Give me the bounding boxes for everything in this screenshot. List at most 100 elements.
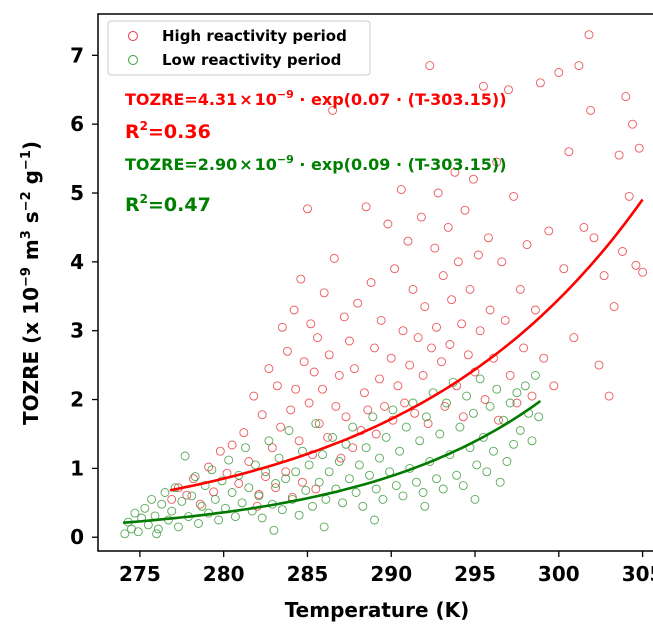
low-reactivity-point [194, 519, 203, 528]
high-reactivity-point [519, 343, 529, 353]
low-reactivity-point [257, 513, 267, 523]
points-layer [120, 30, 648, 539]
high-reactivity-point [478, 81, 488, 91]
low-reactivity-point [358, 501, 368, 511]
high-reactivity-point [189, 474, 198, 484]
low-reactivity-point [512, 388, 522, 398]
low-reactivity-point [157, 499, 167, 509]
legend-box [107, 20, 371, 76]
low-reactivity-point [354, 460, 364, 470]
fit-curve-low [123, 399, 542, 524]
low-reactivity-point [415, 436, 425, 446]
y-tick-label: 0 [70, 525, 84, 549]
low-reactivity-point [395, 446, 405, 456]
high-reactivity-point [294, 436, 304, 446]
x-tick-label: 285 [287, 562, 329, 586]
high-reactivity-point [631, 260, 641, 270]
high-reactivity-point [515, 284, 525, 294]
high-reactivity-point [182, 490, 192, 500]
high-reactivity-point [420, 302, 430, 312]
low-reactivity-point [244, 483, 254, 493]
low-reactivity-point [515, 426, 525, 435]
high-reactivity-point [604, 391, 614, 401]
high-reactivity-point [318, 384, 327, 394]
high-reactivity-point [450, 167, 460, 177]
high-reactivity-point [299, 357, 309, 367]
low-reactivity-point [485, 401, 495, 411]
high-reactivity-point [380, 401, 389, 411]
high-reactivity-point [473, 250, 483, 260]
low-reactivity-point [509, 439, 519, 449]
high-reactivity-point [438, 271, 448, 281]
high-reactivity-point [453, 257, 463, 267]
low-reactivity-point [180, 451, 190, 461]
high-reactivity-point [549, 381, 559, 391]
low-reactivity-point [214, 515, 224, 525]
low-reactivity-point [489, 446, 498, 456]
low-reactivity-point [271, 479, 281, 488]
low-reactivity-point [534, 412, 544, 422]
high-reactivity-point [313, 333, 322, 343]
high-reactivity-point [167, 494, 177, 504]
high-reactivity-point [297, 477, 307, 487]
high-reactivity-point [306, 319, 316, 329]
high-reactivity-point [614, 150, 624, 160]
high-reactivity-point [618, 247, 627, 256]
high-reactivity-point [331, 401, 341, 411]
low-reactivity-point [269, 525, 279, 535]
high-reactivity-point [361, 202, 371, 212]
low-reactivity-point [482, 467, 492, 477]
low-reactivity-point [153, 524, 163, 534]
high-reactivity-point [494, 415, 503, 425]
low-reactivity-point [420, 501, 430, 511]
high-reactivity-point [599, 271, 609, 281]
x-tick-label: 280 [203, 562, 245, 586]
equation-high: TOZRE=4.31 × 10−9 · exp(0.07 · (T-303.15)) [125, 88, 507, 109]
high-reactivity-point [344, 336, 354, 346]
high-reactivity-point [427, 343, 436, 353]
high-reactivity-point [390, 264, 400, 274]
high-reactivity-point [349, 364, 359, 374]
low-reactivity-point [277, 505, 287, 515]
low-reactivity-point [401, 422, 411, 432]
low-reactivity-point [418, 488, 428, 497]
low-reactivity-point [328, 432, 338, 442]
low-reactivity-point [530, 370, 540, 380]
legend-label-low: Low reactivity period [162, 51, 341, 69]
low-reactivity-point [152, 529, 162, 539]
low-reactivity-point [147, 494, 157, 504]
low-reactivity-point [167, 506, 177, 516]
low-reactivity-point [133, 527, 143, 537]
low-reactivity-point [120, 529, 130, 539]
low-reactivity-point [160, 488, 170, 497]
high-reactivity-point [628, 119, 637, 129]
high-reactivity-point [483, 233, 493, 243]
high-reactivity-point [492, 157, 502, 167]
low-reactivity-point [281, 474, 291, 484]
low-reactivity-point [468, 408, 478, 418]
high-reactivity-point [264, 364, 274, 374]
high-reactivity-point [544, 226, 554, 236]
high-reactivity-point [497, 257, 507, 267]
low-reactivity-point [470, 494, 480, 504]
high-reactivity-point [366, 278, 376, 287]
high-reactivity-point [589, 233, 599, 243]
high-reactivity-point [447, 295, 457, 305]
x-tick-label: 290 [370, 562, 412, 586]
low-reactivity-point [319, 522, 329, 532]
low-reactivity-point [455, 422, 465, 432]
low-reactivity-point [308, 501, 317, 511]
low-reactivity-point [207, 465, 217, 475]
low-reactivity-point [190, 472, 200, 482]
high-reactivity-point [195, 499, 205, 509]
high-reactivity-point [512, 398, 522, 408]
high-reactivity-point [594, 360, 604, 370]
fit-annotations: TOZRE=4.31 × 10−9 · exp(0.07 · (T-303.15))… [125, 88, 507, 216]
high-reactivity-point [569, 333, 579, 343]
high-reactivity-point [500, 315, 510, 325]
high-reactivity-point [413, 333, 423, 343]
low-reactivity-point [140, 503, 150, 513]
high-reactivity-point [480, 395, 490, 404]
high-reactivity-point [458, 412, 468, 422]
